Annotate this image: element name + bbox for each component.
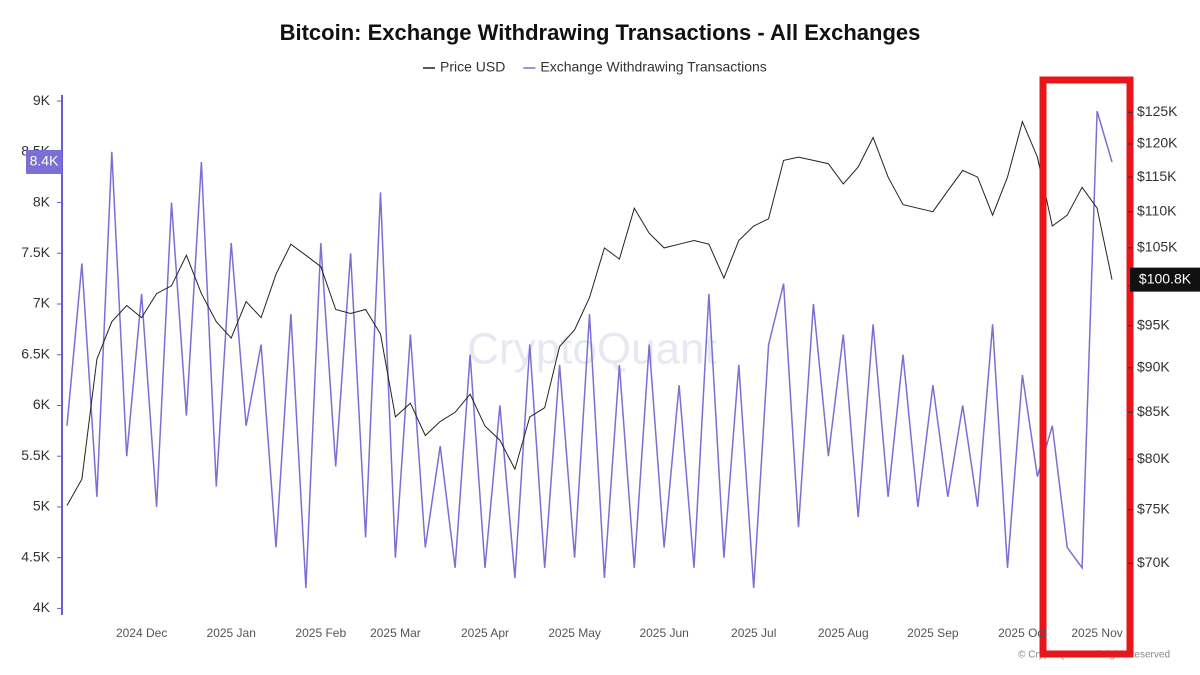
y-tick-label: 7.5K — [21, 244, 50, 260]
series-line — [66, 120, 1113, 506]
y-tick-label: 4K — [33, 599, 51, 615]
x-tick-label: 2024 Dec — [116, 626, 167, 640]
legend-label: Price USD — [440, 59, 505, 75]
y-tick-label: 6K — [33, 396, 51, 412]
legend-label: Exchange Withdrawing Transactions — [540, 59, 766, 75]
x-tick-label: 2025 Oct — [998, 626, 1047, 640]
value-label: $100.8K — [1139, 270, 1192, 286]
plot-area — [66, 110, 1113, 589]
value-badge — [1130, 267, 1200, 292]
y2-tick-label: $95K — [1137, 316, 1170, 332]
x-tick-label: 2025 May — [548, 626, 601, 640]
x-tick-label: 2025 Sep — [907, 626, 959, 640]
chart-title: Bitcoin: Exchange Withdrawing Transactio… — [280, 20, 921, 45]
x-tick-label: 2025 Jan — [207, 626, 256, 640]
y-tick-label: 6.5K — [21, 345, 50, 361]
y2-tick-label: $80K — [1137, 450, 1170, 466]
x-tick-label: 2025 Jul — [731, 626, 776, 640]
y-tick-label: 7K — [33, 295, 51, 311]
x-tick-label: 2025 Mar — [370, 626, 421, 640]
y2-tick-label: $120K — [1137, 135, 1178, 151]
x-tick-label: 2025 Feb — [295, 626, 346, 640]
x-tick-label: 2025 Jun — [639, 626, 688, 640]
y-tick-label: 9K — [33, 92, 51, 108]
value-label: 8.4K — [30, 153, 59, 169]
y2-tick-label: $110K — [1137, 202, 1177, 218]
y-tick-label: 5.5K — [21, 447, 50, 463]
x-tick-label: 2025 Nov — [1071, 626, 1122, 640]
y2-tick-label: $70K — [1137, 554, 1170, 570]
x-tick-label: 2025 Apr — [461, 626, 509, 640]
x-tick-label: 2025 Aug — [818, 626, 869, 640]
y2-tick-label: $90K — [1137, 358, 1170, 374]
y-tick-label: 4.5K — [21, 548, 50, 564]
series-line — [66, 110, 1113, 589]
highlight-box — [1039, 76, 1134, 658]
y2-tick-label: $115K — [1137, 168, 1177, 184]
y2-tick-label: $85K — [1137, 403, 1170, 419]
y2-tick-label: $75K — [1137, 500, 1170, 516]
value-badge — [26, 149, 62, 174]
y2-tick-label: $105K — [1137, 239, 1178, 255]
y-tick-label: 5K — [33, 498, 51, 514]
y2-tick-label: $125K — [1137, 103, 1178, 119]
y-tick-label: 8K — [33, 193, 51, 209]
